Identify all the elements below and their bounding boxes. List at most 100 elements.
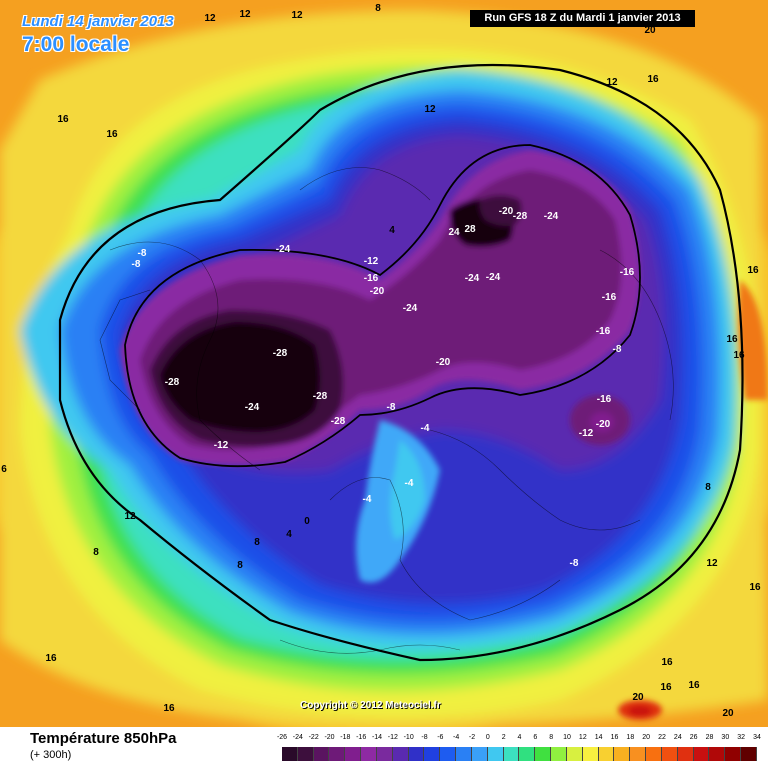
parameter-title: Température 850hPa [30,730,177,747]
legend-swatch [503,747,520,761]
contour-label: 8 [705,482,711,493]
contour-label: -20 [436,357,451,368]
contour-label: -16 [620,267,635,278]
contour-label: -12 [364,256,379,267]
legend-swatch [456,747,472,761]
contour-label: 12 [239,9,251,20]
contour-label: -8 [613,344,622,355]
legend-tick: -24 [292,734,303,741]
legend-swatch [408,747,425,761]
legend-tick: -20 [324,734,335,741]
color-legend: -26 -24 -22 -20 -18 -16 -14 -12 -10 -8 -6 -4 -2 0 2 4 6 8… [277,734,761,764]
contour-label: -28 [165,377,180,388]
legend-swatch [424,747,441,761]
legend-tick: 8 [549,734,554,741]
legend-swatch [551,747,567,761]
contour-label: 24 [448,227,460,238]
forecast-local-time: 7:00 locale [22,33,130,56]
legend-tick: 20 [642,734,651,741]
contour-label: -12 [579,428,594,439]
minus20-isotherm [124,144,641,468]
contour-label: -24 [245,402,260,413]
contour-label: -28 [273,348,288,359]
legend-swatch [693,747,710,761]
contour-label: -8 [387,402,396,413]
contour-label: 16 [747,265,759,276]
contour-label: 8 [237,560,243,571]
legend-swatch [598,747,615,761]
legend-swatch [313,747,330,761]
contour-label: 16 [57,114,69,125]
contour-label: -24 [465,273,480,284]
legend-swatch [582,747,599,761]
legend-tick: -18 [340,734,351,741]
contour-label: -20 [370,286,385,297]
contour-label: 12 [424,104,436,115]
legend-tick: 14 [594,734,603,741]
contour-label: 16 [726,334,738,345]
contour-label: 12 [606,77,618,88]
legend-tick: 10 [563,734,571,741]
legend-tick: 28 [705,734,714,741]
contour-label: -16 [597,394,612,405]
legend-swatch [282,747,298,761]
legend-swatch [614,747,631,761]
contour-label: 16 [647,74,659,85]
legend-tick: -6 [437,734,444,741]
legend-tick-labels: -26 -24 -22 -20 -18 -16 -14 -12 -10 -8 -6 -4 -2 0 2 4 6 8… [277,734,761,745]
copyright-text: Copyright © 2012 Meteociel.fr [300,700,441,711]
legend-swatch [677,747,694,761]
contour-label: 16 [749,582,761,593]
legend-swatch [345,747,362,761]
legend-tick: 4 [517,734,522,741]
contour-label: 16 [45,653,57,664]
contour-label: -4 [405,478,414,489]
contour-label: -24 [403,303,418,314]
contour-label: -16 [596,326,611,337]
contour-label: 16 [163,703,175,714]
legend-swatch [646,747,662,761]
legend-tick: -12 [387,734,398,741]
contour-label: 12 [124,511,136,522]
model-run-label: Run GFS 18 Z du Mardi 1 janvier 2013 [470,10,695,27]
legend-tick: 18 [626,734,635,741]
forecast-date: Lundi 14 janvier 2013 [22,13,174,30]
contour-label: -8 [132,259,141,270]
contour-label: -12 [214,440,229,451]
contour-label: 16 [688,680,700,691]
contour-label: -28 [313,391,328,402]
legend-swatch [297,747,314,761]
legend-tick: 26 [689,734,698,741]
contour-label: -28 [331,416,346,427]
legend-tick: 0 [485,734,490,741]
contour-label: -20 [596,419,611,430]
forecast-hour: (+ 300h) [30,749,72,761]
contour-label: -8 [138,248,147,259]
legend-swatches [282,747,757,761]
legend-swatch [725,747,742,761]
contour-label: 0 [304,516,310,527]
contour-label: -4 [421,423,430,434]
contour-label: 28 [464,224,476,235]
legend-tick: 32 [737,734,746,741]
legend-tick: 30 [721,734,730,741]
contour-label: 4 [389,225,395,236]
legend-tick: -26 [276,734,288,741]
legend-swatch [329,747,346,761]
contour-label: -28 [513,211,528,222]
contour-label: 20 [644,25,656,36]
legend-swatch [376,747,393,761]
contour-label: -24 [486,272,501,283]
contour-label: 16 [733,350,745,361]
contour-label: 12 [204,13,216,24]
contour-label: -20 [499,206,514,217]
contour-label: -24 [544,211,559,222]
contour-label: 16 [660,682,672,693]
legend-tick: -10 [403,734,414,741]
contour-label: -16 [364,273,379,284]
legend-swatch [519,747,536,761]
contour-label: 20 [632,692,644,703]
legend-tick: -22 [308,734,319,741]
legend-swatch [661,747,678,761]
